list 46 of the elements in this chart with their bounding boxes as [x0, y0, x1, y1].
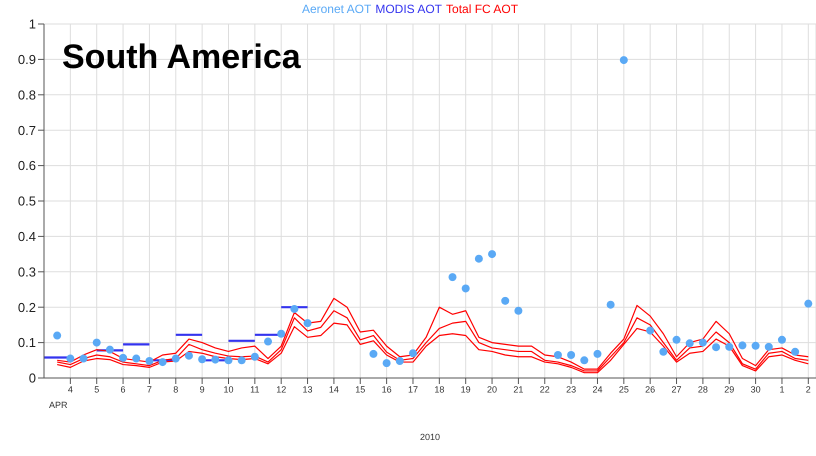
y-tick-label: 1 — [28, 16, 36, 32]
x-tick-label: 5 — [94, 384, 100, 394]
x-tick-label: 2 — [806, 384, 811, 394]
y-tick-label: 0.8 — [18, 87, 36, 102]
x-tick-label: 24 — [592, 384, 602, 394]
y-tick-label: 0.7 — [18, 122, 36, 138]
x-tick-label: 15 — [355, 384, 366, 394]
x-tick-label: 11 — [250, 384, 260, 394]
x-tick-label: 29 — [724, 384, 734, 394]
y-tick-label: 0.2 — [18, 300, 36, 315]
x-tick-label: 13 — [302, 384, 313, 394]
x-tick-label: 17 — [408, 384, 418, 394]
x-tick-label: 7 — [146, 384, 152, 394]
x-tick-label: 25 — [618, 384, 629, 394]
y-tick-label: 0.1 — [18, 335, 36, 350]
x-tick-label: 6 — [120, 384, 126, 394]
text: MODIS AOT — [375, 2, 442, 16]
x-tick-label: 26 — [645, 384, 656, 394]
x-tick-label: 30 — [750, 384, 761, 394]
x-tick-label: 20 — [487, 384, 498, 394]
y-tick-label: 0.4 — [18, 229, 36, 244]
text: Total FC AOT — [446, 2, 518, 16]
x-axis-title: 2010 — [420, 432, 440, 442]
x-tick-label: 1 — [779, 384, 784, 394]
x-tick-label: 22 — [540, 384, 550, 394]
x-tick-label: 4 — [68, 384, 73, 394]
x-tick-label: 18 — [434, 384, 444, 394]
x-tick-label: 9 — [200, 384, 205, 394]
x-tick-label: 19 — [460, 384, 471, 394]
y-tick-label: 0.6 — [18, 158, 36, 174]
text: Aeronet AOT — [302, 2, 372, 16]
x-tick-label: 14 — [328, 384, 339, 394]
x-tick-label: 28 — [698, 384, 708, 394]
x-tick-label: 21 — [513, 384, 524, 394]
x-tick-label: 27 — [672, 384, 682, 394]
x-tick-label: 12 — [276, 384, 286, 394]
x-tick-label: 8 — [173, 384, 178, 394]
y-tick-label: 0 — [28, 370, 36, 386]
y-tick-label: 0.3 — [18, 264, 36, 280]
text: APR — [49, 400, 68, 410]
x-tick-label: 16 — [382, 384, 392, 394]
x-tick-label: 10 — [223, 384, 234, 394]
y-tick-label: 0.5 — [18, 194, 36, 209]
y-tick-label: 0.9 — [18, 52, 36, 68]
chart-title: South America — [62, 38, 301, 77]
x-tick-label: 23 — [566, 384, 576, 394]
